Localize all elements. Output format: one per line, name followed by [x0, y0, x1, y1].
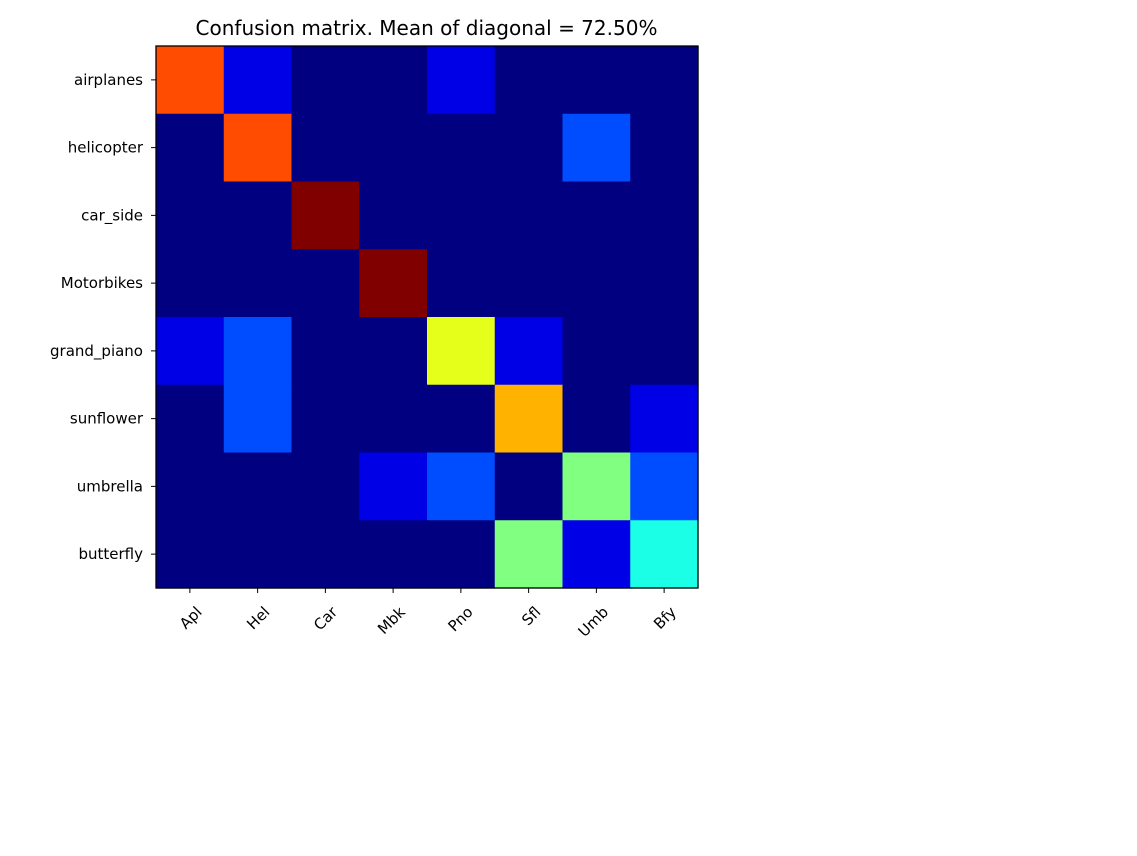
y-tick-label: helicopter — [68, 139, 144, 157]
plot-frame — [155, 45, 699, 589]
heatmap-cell-r1-c3 — [359, 113, 428, 183]
heatmap-cell-r5-c4 — [427, 384, 496, 454]
heatmap-cell-r1-c5 — [494, 113, 564, 183]
x-tick-label: Car — [310, 602, 342, 634]
heatmap-cell-r4-c7 — [630, 317, 699, 386]
heatmap-cell-r4-c3 — [359, 317, 428, 386]
heatmap-cell-r6-c7 — [630, 452, 699, 521]
x-tick-label: Umb — [575, 603, 613, 641]
y-tick-label: umbrella — [77, 477, 143, 495]
heatmap-cell-r3-c2 — [291, 249, 360, 318]
heatmap-cell-r7-c3 — [359, 520, 428, 589]
heatmap-cell-r0-c0 — [156, 46, 225, 115]
heatmap-cell-r1-c4 — [427, 113, 496, 183]
heatmap-cell-r4-c5 — [494, 317, 564, 386]
heatmap-cell-r6-c1 — [223, 452, 293, 521]
heatmap-cell-r5-c1 — [223, 384, 293, 454]
heatmap-cell-r7-c2 — [291, 520, 360, 589]
x-tick-label: Apl — [176, 603, 206, 633]
heatmap-cell-r3-c1 — [223, 249, 293, 318]
heatmap-cell-r1-c7 — [630, 113, 699, 183]
heatmap-cell-r0-c4 — [427, 46, 496, 115]
y-tick-label: Motorbikes — [61, 274, 143, 292]
y-tick-label: sunflower — [70, 410, 144, 428]
heatmap-cell-r2-c6 — [562, 181, 631, 250]
heatmap-cell-r2-c3 — [359, 181, 428, 250]
heatmap-cell-r6-c4 — [427, 452, 496, 521]
chart-title: Confusion matrix. Mean of diagonal = 72.… — [196, 16, 658, 40]
heatmap-cell-r3-c5 — [494, 249, 564, 318]
heatmap-cell-r1-c6 — [562, 113, 631, 183]
heatmap-cell-r6-c2 — [291, 452, 360, 521]
heatmap-cell-r4-c1 — [223, 317, 293, 386]
heatmap-cell-r2-c7 — [630, 181, 699, 250]
heatmap-cell-r0-c5 — [494, 46, 564, 115]
y-tick-label: butterfly — [78, 545, 143, 563]
heatmap-cell-r0-c7 — [630, 46, 699, 115]
heatmap-cell-r5-c0 — [156, 384, 225, 454]
heatmap-cell-r7-c7 — [630, 520, 699, 589]
x-tick-label: Hel — [243, 603, 273, 633]
x-tick-label: Bfy — [650, 603, 680, 633]
heatmap-cell-r7-c6 — [562, 520, 631, 589]
heatmap-cell-r4-c0 — [156, 317, 225, 386]
heatmap-cell-r3-c7 — [630, 249, 699, 318]
heatmap-cell-r5-c7 — [630, 384, 699, 454]
y-tick-label: car_side — [81, 206, 143, 225]
heatmap-cell-r1-c1 — [223, 113, 293, 183]
heatmap-cell-r6-c3 — [359, 452, 428, 521]
heatmap-cell-r5-c3 — [359, 384, 428, 454]
heatmap-cell-r3-c0 — [156, 249, 225, 318]
heatmap-cell-r7-c4 — [427, 520, 496, 589]
heatmap-cell-r7-c5 — [494, 520, 564, 589]
x-tick-label: Sfl — [518, 603, 544, 629]
heatmap-cell-r3-c6 — [562, 249, 631, 318]
heatmap-cell-r2-c1 — [223, 181, 293, 250]
heatmap-cell-r1-c0 — [156, 113, 225, 183]
x-tick-label: Pno — [444, 603, 476, 635]
heatmap-cell-r6-c0 — [156, 452, 225, 521]
heatmap-cell-r0-c6 — [562, 46, 631, 115]
heatmap-cell-r5-c6 — [562, 384, 631, 454]
heatmap-cell-r2-c5 — [494, 181, 564, 250]
heatmap-cell-r4-c6 — [562, 317, 631, 386]
x-axis: Apl Hel Car Mbk Pno Sfl Umb Bfy — [176, 588, 680, 641]
y-tick-label: airplanes — [74, 71, 143, 89]
heatmap-cell-r6-c6 — [562, 452, 631, 521]
heatmap-cell-r7-c1 — [223, 520, 293, 589]
heatmap-cell-r3-c4 — [427, 249, 496, 318]
heatmap-cell-r1-c2 — [291, 113, 360, 183]
heatmap-cell-r2-c0 — [156, 181, 225, 250]
heatmap-cell-r3-c3 — [359, 249, 428, 318]
heatmap-cell-r7-c0 — [156, 520, 225, 589]
y-tick-label: grand_piano — [50, 342, 143, 361]
heatmap-cell-r0-c1 — [223, 46, 293, 115]
heatmap-cell-r5-c2 — [291, 384, 360, 454]
heatmap-cell-r4-c2 — [291, 317, 360, 386]
heatmap-cell-r6-c5 — [494, 452, 564, 521]
heatmap-cell-r0-c3 — [359, 46, 428, 115]
y-axis: airplanes helicopter car_side Motorbikes gra… — [50, 71, 156, 563]
heatmap-cell-r4-c4 — [427, 317, 496, 386]
heatmap-cell-r5-c5 — [494, 384, 564, 454]
heatmap-cell-r2-c2 — [291, 181, 360, 250]
heatmap-cell-r0-c2 — [291, 46, 360, 115]
heatmap-cells — [156, 46, 699, 589]
x-tick-label: Mbk — [374, 603, 409, 638]
heatmap-cell-r2-c4 — [427, 181, 496, 250]
